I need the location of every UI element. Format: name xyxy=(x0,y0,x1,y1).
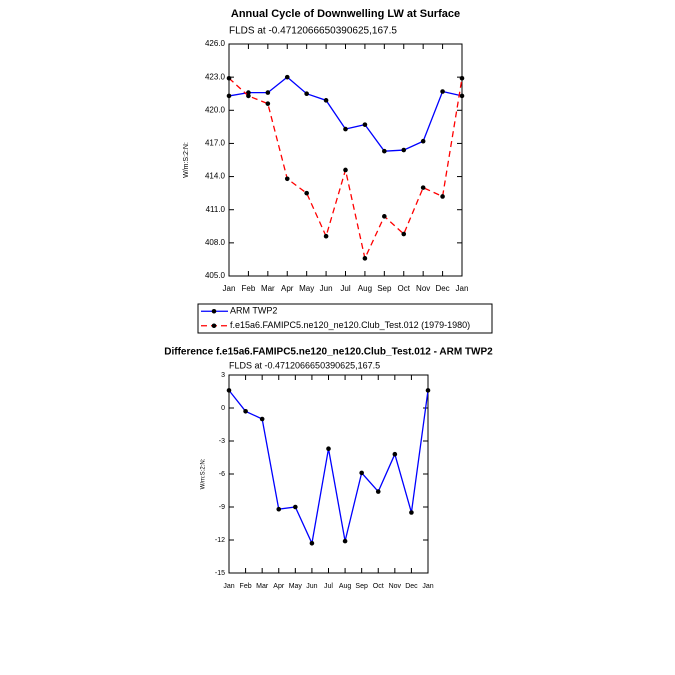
point xyxy=(401,231,407,237)
point xyxy=(246,90,251,95)
point xyxy=(323,233,329,239)
y-tick-label: 3 xyxy=(221,372,225,379)
x-tick-label: Jun xyxy=(320,284,333,293)
x-tick-label: Mar xyxy=(256,583,269,590)
x-tick-label: Dec xyxy=(435,284,449,293)
y-axis-label: W/m:S:2:N: xyxy=(201,458,207,489)
point xyxy=(382,148,387,154)
y-tick-label: 417.0 xyxy=(205,139,226,148)
y-tick-label: -6 xyxy=(219,471,225,478)
point xyxy=(226,75,232,81)
point xyxy=(359,470,364,476)
point xyxy=(362,122,368,127)
x-tick-label: Nov xyxy=(389,583,402,590)
point xyxy=(409,510,414,515)
y-tick-label: 408.0 xyxy=(205,238,226,247)
x-tick-label: Dec xyxy=(405,583,418,590)
y-tick-label: -3 xyxy=(219,438,225,445)
point xyxy=(425,388,431,393)
point xyxy=(401,147,407,153)
x-tick-label: Jan xyxy=(456,284,469,293)
point xyxy=(226,93,232,99)
x-tick-label: Jan xyxy=(223,583,234,590)
x-tick-label: Jun xyxy=(306,583,317,590)
point xyxy=(265,101,271,106)
x-tick-label: Jul xyxy=(324,583,333,590)
point xyxy=(309,541,315,546)
plot-frame xyxy=(228,374,429,574)
x-tick-label: Jan xyxy=(422,583,433,590)
point xyxy=(392,451,398,457)
x-tick-label: May xyxy=(289,583,303,590)
x-tick-label: Aug xyxy=(358,284,372,293)
x-tick-label: May xyxy=(299,284,314,293)
y-tick-label: -12 xyxy=(215,537,225,544)
y-tick-label: 426.0 xyxy=(205,39,226,48)
x-tick-label: Feb xyxy=(242,284,256,293)
point xyxy=(420,138,426,144)
point xyxy=(342,538,348,544)
x-tick-label: Mar xyxy=(261,284,275,293)
x-tick-label: Jul xyxy=(340,284,350,293)
point xyxy=(343,126,348,132)
x-tick-label: Apr xyxy=(281,284,294,293)
series-line xyxy=(228,76,463,152)
chart-title: Difference f.e15a6.FAMIPC5.ne120_ne120.C… xyxy=(164,347,493,358)
y-tick-label: 423.0 xyxy=(205,72,226,81)
chart-title: Annual Cycle of Downwelling LW at Surfac… xyxy=(231,8,460,20)
y-tick-label: 420.0 xyxy=(205,105,226,114)
legend-label: f.e15a6.FAMIPC5.ne120_ne120.Club_Test.01… xyxy=(230,320,470,330)
plot-frame xyxy=(228,43,463,277)
point xyxy=(326,446,331,452)
legend-label: ARM TWP2 xyxy=(230,306,277,316)
x-tick-label: Nov xyxy=(416,284,430,293)
y-tick-label: 405.0 xyxy=(205,271,226,280)
point xyxy=(323,98,329,103)
y-tick-label: -15 xyxy=(215,570,225,577)
chart-subtitle: FLDS at -0.4712066650390625,167.5 xyxy=(229,26,397,37)
point xyxy=(246,93,251,99)
x-tick-label: Oct xyxy=(373,583,384,590)
x-tick-label: Oct xyxy=(398,284,411,293)
y-tick-label: 411.0 xyxy=(206,205,226,214)
point xyxy=(440,194,445,199)
point xyxy=(343,167,348,173)
x-tick-label: Sep xyxy=(355,583,368,590)
legend-marker xyxy=(211,308,217,314)
point xyxy=(265,90,271,95)
legend-box xyxy=(197,303,493,334)
x-tick-label: Apr xyxy=(273,583,285,590)
point xyxy=(284,74,290,80)
point xyxy=(284,176,290,182)
point xyxy=(440,89,445,94)
point xyxy=(259,416,265,422)
x-tick-label: Jan xyxy=(223,284,236,293)
series-line xyxy=(228,389,429,546)
y-tick-label: 0 xyxy=(221,405,225,412)
chart-subtitle: FLDS at -0.4712066650390625,167.5 xyxy=(229,360,380,370)
point xyxy=(293,504,298,510)
point xyxy=(276,506,282,512)
point xyxy=(459,93,465,99)
point xyxy=(304,91,309,97)
legend-marker xyxy=(211,323,217,329)
point xyxy=(243,409,248,414)
point xyxy=(304,190,309,196)
y-tick-label: 414.0 xyxy=(205,172,226,181)
y-axis-label: W/m:S:2:N: xyxy=(183,142,190,178)
point xyxy=(226,388,232,393)
x-tick-label: Feb xyxy=(240,583,252,590)
x-tick-label: Aug xyxy=(339,583,352,590)
point xyxy=(375,489,381,494)
point xyxy=(362,256,368,261)
point xyxy=(459,75,465,81)
y-tick-label: -9 xyxy=(219,504,225,511)
point xyxy=(382,214,387,219)
point xyxy=(420,185,426,190)
x-tick-label: Sep xyxy=(377,284,392,293)
